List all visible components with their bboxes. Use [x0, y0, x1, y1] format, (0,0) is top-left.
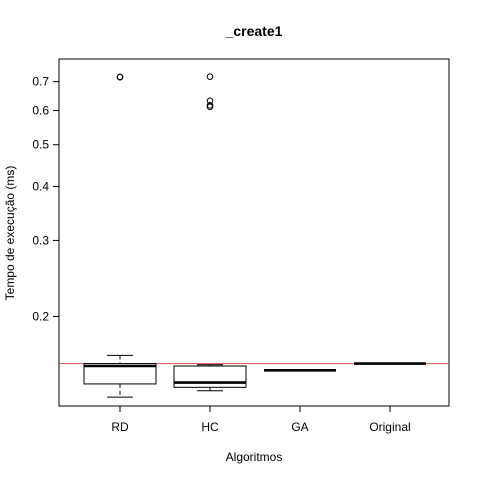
y-tick-label: 0.4 — [32, 180, 49, 194]
y-axis: 0.2 0.3 0.4 0.5 0.6 0.7 — [32, 75, 60, 323]
chart-title: _create1 — [225, 23, 283, 39]
x-axis-label: Algoritmos — [226, 450, 283, 464]
y-tick-label: 0.5 — [32, 138, 49, 152]
outlier-point — [206, 97, 214, 105]
y-tick-label: 0.6 — [32, 104, 49, 118]
boxes-layer — [83, 73, 426, 398]
box-rd — [83, 73, 157, 398]
box-hc — [173, 73, 247, 392]
y-axis-label: Tempo de execução (ms) — [3, 166, 17, 301]
box-iqr — [83, 363, 157, 385]
plot-frame — [58, 58, 450, 407]
box-iqr — [173, 365, 247, 388]
x-tick-label: GA — [291, 420, 308, 434]
y-tick-label: 0.2 — [32, 309, 49, 323]
x-tick-label: Original — [369, 420, 410, 434]
y-tick-label: 0.7 — [32, 75, 49, 89]
outlier-point — [116, 73, 124, 81]
x-axis: RD HC GA Original — [111, 405, 411, 434]
y-tick-label: 0.3 — [32, 233, 49, 247]
outlier-point — [206, 102, 214, 109]
x-tick-label: RD — [111, 420, 129, 434]
x-tick-label: HC — [201, 420, 219, 434]
outlier-point — [206, 73, 214, 80]
